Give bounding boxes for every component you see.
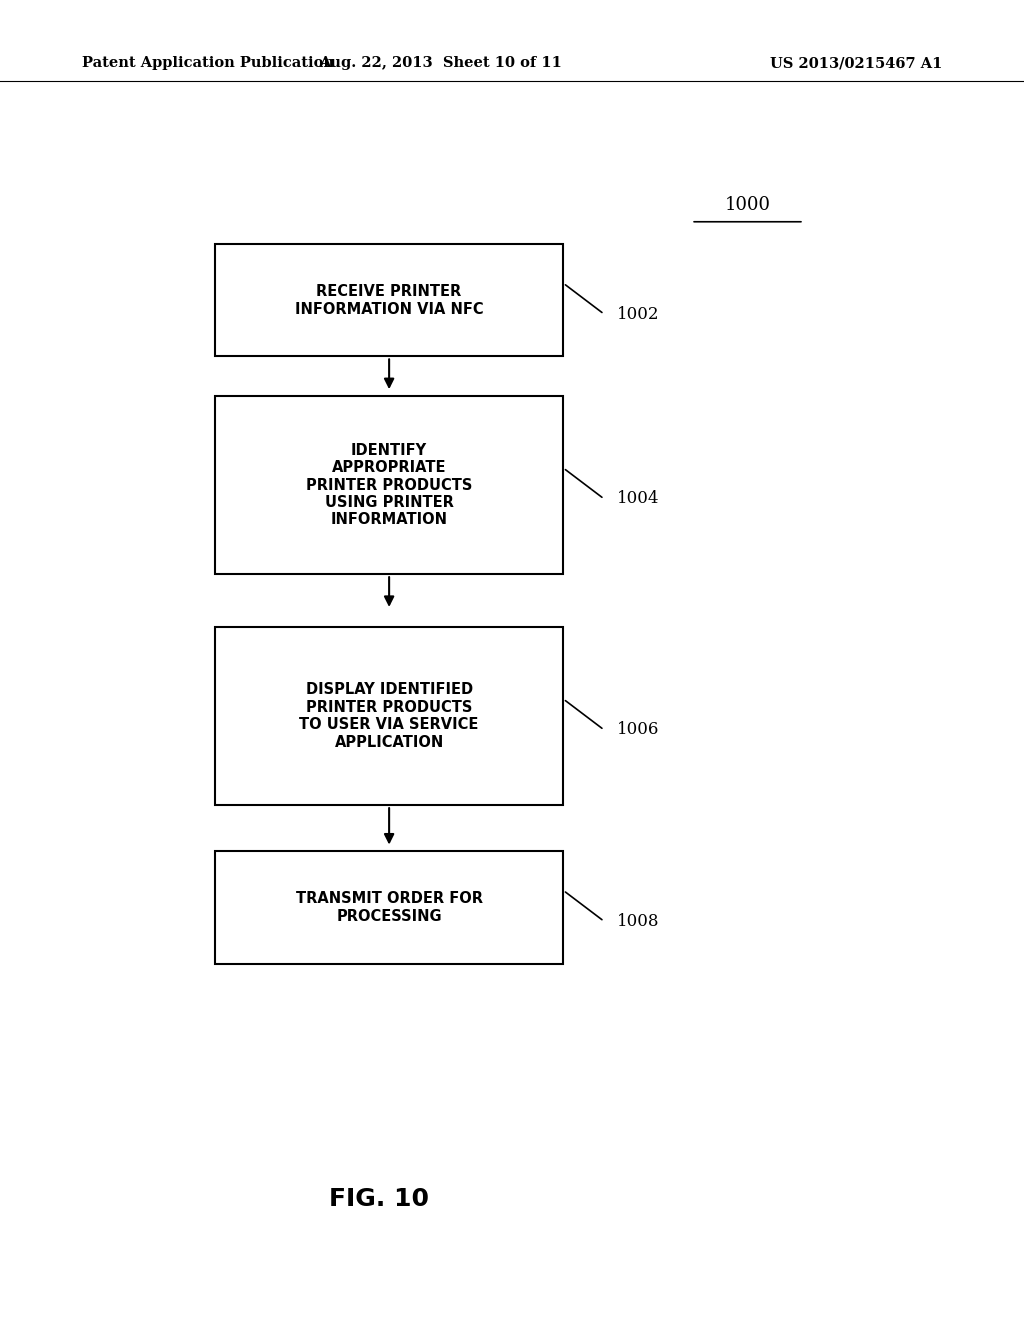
Text: US 2013/0215467 A1: US 2013/0215467 A1 [770,57,942,70]
Text: 1000: 1000 [725,195,770,214]
Text: 1006: 1006 [616,722,658,738]
Text: 1002: 1002 [616,306,659,322]
FancyBboxPatch shape [215,396,563,574]
Text: TRANSMIT ORDER FOR
PROCESSING: TRANSMIT ORDER FOR PROCESSING [296,891,482,924]
Text: 1004: 1004 [616,491,659,507]
Text: RECEIVE PRINTER
INFORMATION VIA NFC: RECEIVE PRINTER INFORMATION VIA NFC [295,284,483,317]
FancyBboxPatch shape [215,851,563,964]
Text: Aug. 22, 2013  Sheet 10 of 11: Aug. 22, 2013 Sheet 10 of 11 [318,57,562,70]
Text: IDENTIFY
APPROPRIATE
PRINTER PRODUCTS
USING PRINTER
INFORMATION: IDENTIFY APPROPRIATE PRINTER PRODUCTS US… [306,442,472,528]
Text: FIG. 10: FIG. 10 [329,1187,429,1210]
Text: 1008: 1008 [616,913,659,929]
Text: Patent Application Publication: Patent Application Publication [82,57,334,70]
Text: DISPLAY IDENTIFIED
PRINTER PRODUCTS
TO USER VIA SERVICE
APPLICATION: DISPLAY IDENTIFIED PRINTER PRODUCTS TO U… [299,682,479,750]
FancyBboxPatch shape [215,627,563,805]
FancyBboxPatch shape [215,244,563,356]
